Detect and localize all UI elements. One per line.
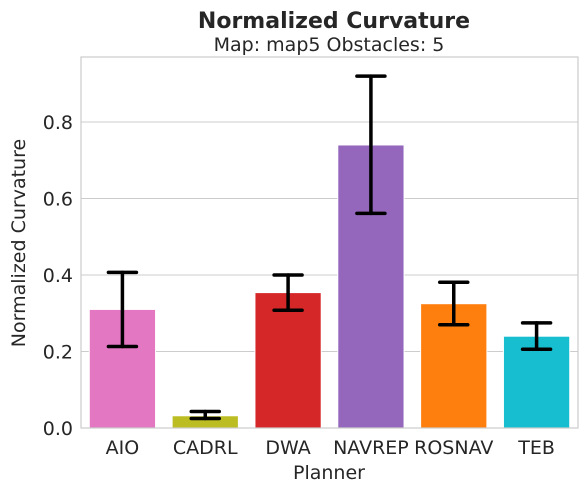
chart-subtitle: Map: map5 Obstacles: 5 [214,34,445,56]
x-tick-label: AIO [106,437,140,459]
grid-lines [81,121,578,353]
y-tick-label: 0.4 [43,265,73,287]
error-bar-cadrl [189,409,221,421]
x-tick-label: CADRL [173,437,238,459]
error-bar-navrep [355,74,387,216]
bar-teb [502,335,571,429]
plot-frame [80,56,579,429]
error-bar-teb [520,321,553,351]
error-bars [106,74,553,421]
chart-title: Normalized Curvature [198,9,470,34]
y-axis-label: Normalized Curvature [8,139,30,347]
x-tick-label: NAVREP [333,437,409,459]
bars [88,144,571,429]
y-tick-label: 0.6 [43,189,73,211]
bar-dwa [254,292,322,429]
y-tick-label: 0.8 [43,112,73,134]
error-bar-dwa [272,273,304,312]
x-tick-labels: AIO CADRL DWA NAVREP ROSNAV TEB [106,437,555,459]
error-bar-rosnav [438,280,470,327]
y-tick-label: 0.0 [43,418,73,440]
x-tick-label: TEB [517,437,555,459]
y-tick-label: 0.2 [43,342,73,364]
y-tick-labels: 0.0 0.2 0.4 0.6 0.8 [43,112,73,440]
error-bar-aio [106,270,139,349]
x-axis-label: Planner [293,462,365,484]
x-tick-label: DWA [265,437,310,459]
x-tick-label: ROSNAV [414,437,493,459]
